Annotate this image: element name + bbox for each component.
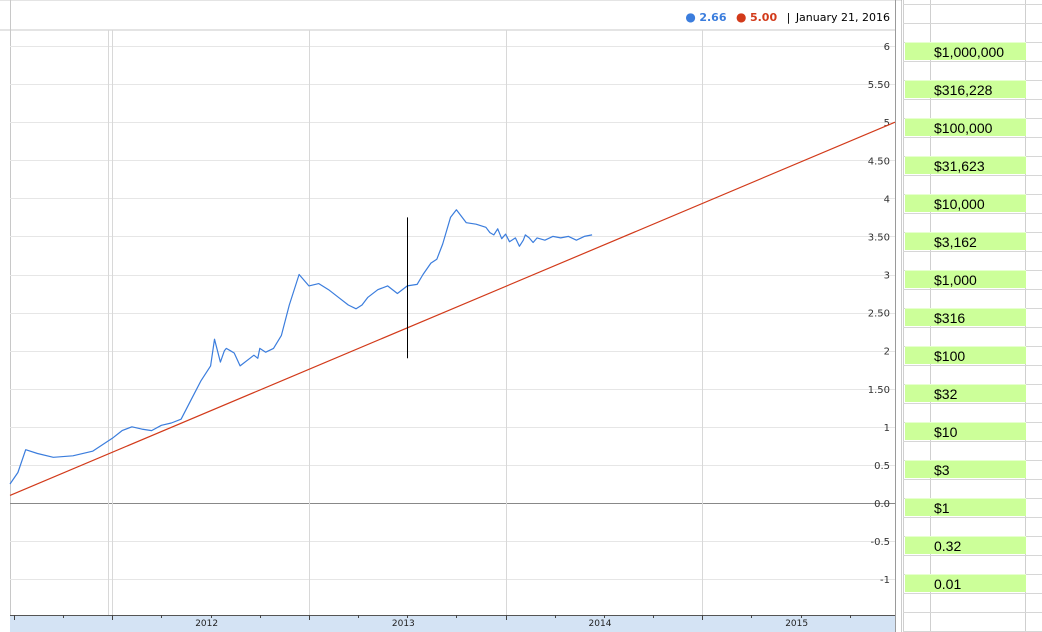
legend: ● 2.66 ● 5.00 | January 21, 2016 xyxy=(685,10,890,24)
sheet-row-line xyxy=(903,213,1042,214)
sheet-column-line xyxy=(903,0,904,632)
spreadsheet-panel: $1,000,000 $316,228 $100,000 $31,623 $10,000… xyxy=(903,0,1042,632)
sheet-cell[interactable]: $1,000 xyxy=(905,270,1026,288)
sheet-row-line xyxy=(903,4,1042,5)
sheet-cell[interactable]: $32 xyxy=(905,384,1026,402)
legend-separator: | xyxy=(786,11,791,24)
y-tick-label: -0.5 xyxy=(870,537,890,548)
sheet-row-line xyxy=(903,479,1042,480)
sheet-row-line xyxy=(903,593,1042,594)
sheet-cell[interactable]: $10 xyxy=(905,422,1026,440)
x-axis-band xyxy=(10,615,895,632)
y-tick-label: 6 xyxy=(884,42,890,53)
sheet-cell[interactable]: 0.32 xyxy=(905,536,1026,554)
sheet-cell[interactable]: $3,162 xyxy=(905,232,1026,250)
red-series-dot: ● xyxy=(735,10,747,24)
sheet-cell[interactable]: $3 xyxy=(905,460,1026,478)
chart-area: 6 5.50 5 4.50 4 3.50 3 2.50 2 1.50 1 0.5 0.0 -0.5 -1 20… xyxy=(0,0,902,632)
sheet-row-line xyxy=(903,137,1042,138)
y-tick-label: 3 xyxy=(884,271,890,282)
sheet-row-line xyxy=(903,23,1042,24)
sheet-cell[interactable]: $100,000 xyxy=(905,118,1026,136)
legend-date: January 21, 2016 xyxy=(795,11,890,24)
y-tick-label: -1 xyxy=(880,575,890,586)
y-tick-label: 2.50 xyxy=(868,309,890,320)
y-tick-label: 3.50 xyxy=(868,232,890,243)
sheet-row-line xyxy=(903,403,1042,404)
y-tick-label: 1.50 xyxy=(868,385,890,396)
sheet-row-line xyxy=(903,175,1042,176)
sheet-row-line xyxy=(903,251,1042,252)
chart-svg: 6 5.50 5 4.50 4 3.50 3 2.50 2 1.50 1 0.5 0.0 -0.5 -1 20… xyxy=(0,0,902,632)
x-tick-label: 2013 xyxy=(392,619,415,629)
sheet-row-line xyxy=(903,555,1042,556)
x-tick-label: 2015 xyxy=(785,619,808,629)
x-tick-label: 2014 xyxy=(589,619,612,629)
sheet-cell[interactable]: $10,000 xyxy=(905,194,1026,212)
y-tick-label: 4 xyxy=(884,194,890,205)
sheet-row-line xyxy=(903,441,1042,442)
sheet-cell[interactable]: $316,228 xyxy=(905,80,1026,98)
sheet-cell[interactable]: 0.01 xyxy=(905,574,1026,592)
blue-series-dot: ● xyxy=(685,10,696,24)
sheet-row-line xyxy=(903,327,1042,328)
sheet-row-line xyxy=(903,365,1042,366)
y-tick-label: 5 xyxy=(884,118,890,129)
y-tick-label: 2 xyxy=(884,347,890,358)
sheet-row-line xyxy=(903,99,1042,100)
y-tick-label: 0.5 xyxy=(874,461,890,472)
plot-background xyxy=(10,0,895,615)
sheet-row-line xyxy=(903,612,1042,613)
sheet-row-line xyxy=(903,517,1042,518)
y-tick-label: 4.50 xyxy=(868,156,890,167)
sheet-cell[interactable]: $31,623 xyxy=(905,156,1026,174)
sheet-cell[interactable]: $1,000,000 xyxy=(905,42,1026,60)
sheet-cell[interactable]: $1 xyxy=(905,498,1026,516)
blue-series-value: 2.66 xyxy=(699,11,727,24)
red-trend-line xyxy=(9,121,896,496)
sheet-cell[interactable]: $316 xyxy=(905,308,1026,326)
y-tick-label: 0.0 xyxy=(874,499,890,510)
y-tick-label: 5.50 xyxy=(868,80,890,91)
red-series-value: 5.00 xyxy=(749,11,778,24)
y-tick-label: 1 xyxy=(884,423,890,434)
sheet-row-line xyxy=(903,61,1042,62)
blue-series-line xyxy=(9,209,593,485)
sheet-row-line xyxy=(903,289,1042,290)
sheet-cell[interactable]: $100 xyxy=(905,346,1026,364)
x-tick-label: 2012 xyxy=(195,619,218,629)
